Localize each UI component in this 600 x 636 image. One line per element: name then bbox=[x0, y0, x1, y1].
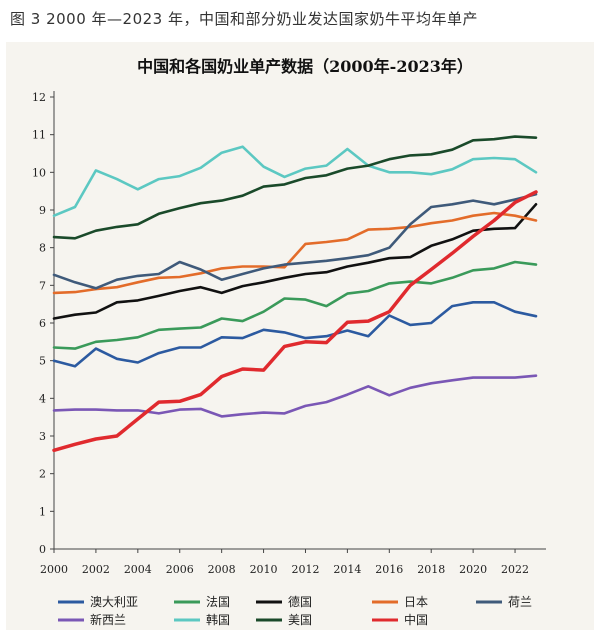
legend-label: 美国 bbox=[288, 613, 312, 627]
x-tick-label: 2018 bbox=[417, 563, 445, 576]
series-line bbox=[52, 190, 538, 453]
y-tick-label: 6 bbox=[39, 317, 46, 330]
x-tick-label: 2016 bbox=[375, 563, 403, 576]
x-tick-label: 2006 bbox=[166, 563, 194, 576]
y-tick-label: 5 bbox=[39, 355, 46, 368]
line-chart: 中国和各国奶业单产数据（2000年-2023年）0123456789101112… bbox=[32, 57, 546, 627]
x-tick-label: 2008 bbox=[208, 563, 236, 576]
x-tick-label: 2012 bbox=[291, 563, 319, 576]
chart-title: 中国和各国奶业单产数据（2000年-2023年） bbox=[137, 57, 473, 76]
series-line bbox=[52, 203, 538, 320]
y-tick-label: 4 bbox=[39, 392, 46, 405]
y-tick-label: 10 bbox=[32, 166, 46, 179]
y-tick-label: 8 bbox=[39, 242, 46, 255]
series-line bbox=[52, 135, 538, 240]
legend-label: 法国 bbox=[206, 595, 230, 609]
y-tick-label: 11 bbox=[32, 129, 46, 142]
legend-label: 韩国 bbox=[206, 612, 230, 627]
chart-panel: 中国和各国奶业单产数据（2000年-2023年） 0 1 2 3 4 5 6 7 8 9 10 11 12… bbox=[6, 42, 594, 630]
x-tick-label: 2002 bbox=[82, 563, 110, 576]
series-line bbox=[52, 374, 538, 418]
series-line bbox=[52, 260, 538, 350]
x-tick-label: 2020 bbox=[459, 563, 487, 576]
x-tick-label: 2022 bbox=[501, 563, 529, 576]
x-tick-label: 2000 bbox=[40, 563, 68, 576]
y-tick-label: 9 bbox=[39, 204, 46, 217]
y-tick-label: 0 bbox=[39, 543, 46, 556]
legend-label: 德国 bbox=[288, 594, 312, 609]
x-tick-label: 2010 bbox=[250, 563, 278, 576]
y-tick-label: 7 bbox=[39, 279, 46, 292]
legend-label: 澳大利亚 bbox=[90, 595, 138, 609]
series-line bbox=[52, 145, 538, 217]
series-line bbox=[52, 192, 538, 290]
x-tick-label: 2014 bbox=[333, 563, 361, 576]
x-tick-label: 2004 bbox=[124, 563, 152, 576]
y-tick-label: 3 bbox=[39, 430, 46, 443]
y-tick-label: 1 bbox=[39, 505, 46, 518]
figure-caption: 图 3 2000 年—2023 年，中国和部分奶业发达国家奶牛平均年单产 bbox=[10, 10, 478, 28]
y-tick-label: 12 bbox=[32, 91, 46, 104]
series-line bbox=[52, 300, 538, 368]
legend-label: 中国 bbox=[404, 612, 428, 627]
y-tick-label: 2 bbox=[39, 468, 46, 481]
legend-label: 新西兰 bbox=[90, 612, 126, 627]
legend-label: 荷兰 bbox=[508, 595, 532, 609]
series-line bbox=[52, 211, 538, 295]
legend-label: 日本 bbox=[404, 595, 428, 609]
